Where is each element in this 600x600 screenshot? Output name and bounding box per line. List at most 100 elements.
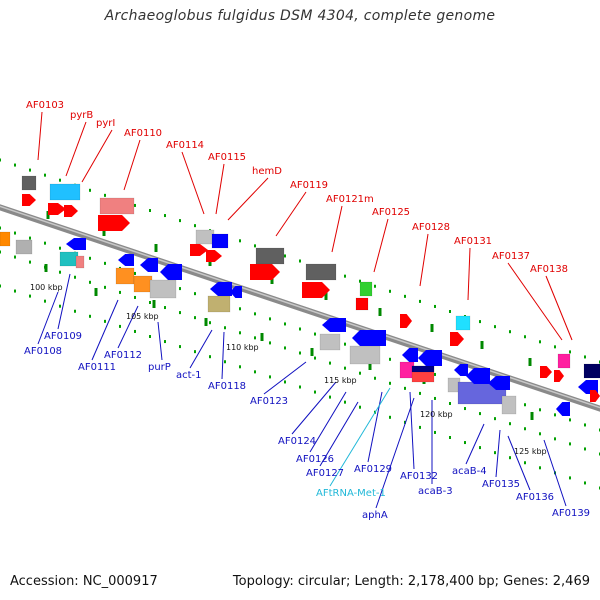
track-dot [89, 256, 91, 260]
reverse-gene-arrow [210, 282, 232, 296]
reverse-gene-label: AF0108 [24, 346, 62, 357]
gene-block [411, 365, 435, 373]
track-dot [239, 331, 241, 335]
track-dot [524, 427, 526, 431]
reverse-gene-arrow [66, 238, 86, 250]
forward-gene-arrow [540, 366, 552, 378]
track-dot [434, 372, 436, 376]
gene-block [59, 251, 79, 267]
track-dot [299, 351, 301, 355]
track-dot [209, 321, 211, 325]
forward-gene-arrow [48, 203, 66, 215]
track-dot [479, 446, 481, 450]
track-dot [29, 260, 31, 264]
leader-line [227, 177, 269, 221]
track-dot [134, 329, 136, 333]
track-dot [314, 332, 316, 336]
position-label: 115 kbp [324, 376, 357, 385]
track-dot [29, 294, 31, 298]
reverse-gene-label: act-1 [176, 370, 202, 381]
track-dot [404, 420, 406, 424]
track-dot [539, 432, 541, 436]
track-dot [194, 224, 196, 228]
track-dot [314, 390, 316, 394]
forward-gene-arrow [206, 250, 222, 262]
gene-block [583, 363, 600, 379]
track-dot [179, 219, 181, 223]
reverse-gene-arrow [466, 368, 490, 384]
track-dot [194, 292, 196, 296]
reverse-gene-label: acaB-3 [418, 486, 453, 497]
track-dot [434, 304, 436, 308]
track-dot [239, 365, 241, 369]
gene-block [557, 353, 571, 369]
position-label: 110 kbp [226, 343, 259, 352]
gene-block [455, 315, 471, 331]
track-dot [314, 356, 316, 360]
track-dot [404, 294, 406, 298]
track-dot [104, 285, 106, 289]
leader-line [467, 247, 471, 301]
reverse-gene-label: AF0135 [482, 479, 520, 490]
track-dot [179, 287, 181, 291]
track-dot [269, 317, 271, 321]
gene-block [211, 233, 229, 249]
track-dot [299, 385, 301, 389]
leader-line [545, 275, 573, 341]
forward-gene-arrow [190, 244, 208, 256]
track-dot [584, 355, 586, 359]
track-dot [164, 214, 166, 218]
reverse-gene-arrow [454, 364, 468, 376]
gene-block [195, 229, 215, 245]
gene-block [305, 263, 337, 281]
forward-gene-arrow [64, 205, 78, 217]
forward-gene-label: AF0119 [290, 180, 328, 191]
forward-gene-arrow [554, 370, 564, 382]
track-dot [209, 355, 211, 359]
leader-line [263, 361, 307, 395]
track-dot [374, 284, 376, 288]
gene-block [207, 295, 231, 313]
leader-line [117, 305, 139, 349]
track-dot [494, 325, 496, 329]
track-dot [539, 408, 541, 412]
forward-gene-label: AF0103 [26, 100, 64, 111]
track-dot [59, 178, 61, 182]
track-dot [434, 430, 436, 434]
genome-info-label: Topology: circular; Length: 2,178,400 bp… [232, 574, 590, 589]
forward-gene-label: pyrB [70, 110, 93, 121]
track-dot [254, 244, 256, 248]
track-dot [14, 163, 16, 167]
gene-block [49, 183, 81, 201]
track-dot [14, 289, 16, 293]
leader-line [373, 218, 389, 273]
track-dot [254, 312, 256, 316]
track-dot [149, 301, 151, 304]
track-dot [254, 336, 256, 340]
leader-line [507, 435, 531, 491]
major-tick [260, 333, 264, 341]
track-dot [584, 481, 586, 485]
track-dot [344, 274, 346, 278]
reverse-gene-label: AF0118 [208, 381, 246, 392]
track-dot [104, 193, 106, 197]
leader-line [221, 331, 225, 380]
track-dot [419, 425, 421, 429]
reverse-gene-label: AF0127 [306, 468, 344, 479]
reverse-gene-label: AF0124 [278, 436, 316, 447]
track-dot [494, 417, 496, 421]
trna-label: AFtRNA-Met-1 [316, 488, 386, 499]
track-dot [149, 209, 151, 212]
reverse-gene-arrow [402, 348, 418, 362]
leader-line [189, 329, 213, 369]
forward-gene-label: pyrI [96, 118, 115, 129]
track-dot [179, 345, 181, 349]
track-dot [59, 246, 61, 250]
forward-gene-label: AF0114 [166, 140, 204, 151]
forward-gene-arrow [98, 215, 130, 231]
position-label: 120 kbp [420, 410, 453, 419]
track-dot [14, 231, 16, 235]
reverse-gene-arrow [160, 264, 182, 280]
track-dot [539, 466, 541, 470]
forward-gene-arrow [590, 390, 600, 402]
